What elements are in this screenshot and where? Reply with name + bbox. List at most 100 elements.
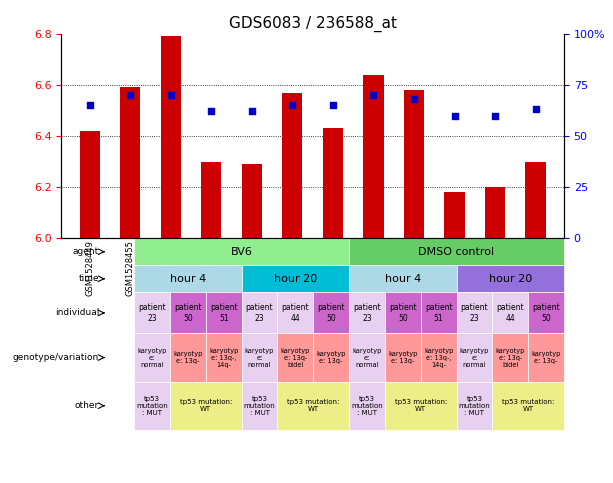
FancyBboxPatch shape [134, 292, 170, 333]
Text: hour 20: hour 20 [274, 274, 317, 284]
Text: tp53 mutation:
WT: tp53 mutation: WT [287, 399, 340, 412]
Text: tp53
mutation
: MUT: tp53 mutation : MUT [459, 396, 490, 416]
Bar [242, 164, 262, 238]
Text: karyotyp
e: 13q-
bidel: karyotyp e: 13q- bidel [281, 348, 310, 368]
Bar [485, 187, 505, 238]
FancyBboxPatch shape [349, 265, 457, 292]
Text: DMSO control: DMSO control [419, 247, 495, 257]
Text: karyotyp
e: 13q-,
14q-: karyotyp e: 13q-, 14q- [209, 348, 238, 368]
FancyBboxPatch shape [206, 333, 242, 382]
Title: GDS6083 / 236588_at: GDS6083 / 236588_at [229, 16, 397, 32]
Bar [282, 93, 302, 238]
FancyBboxPatch shape [242, 265, 349, 292]
Text: patient
23: patient 23 [353, 303, 381, 323]
Text: agent: agent [73, 247, 99, 256]
Text: karyotyp
e: 13q-: karyotyp e: 13q- [316, 351, 346, 364]
Text: patient
23: patient 23 [139, 303, 166, 323]
Bar [444, 192, 465, 238]
Point [368, 91, 378, 99]
FancyBboxPatch shape [457, 265, 564, 292]
Text: karyotyp
e:
normal: karyotyp e: normal [352, 348, 382, 368]
Text: patient
50: patient 50 [389, 303, 417, 323]
Text: patient
23: patient 23 [246, 303, 273, 323]
FancyBboxPatch shape [349, 333, 385, 382]
Bar [525, 162, 546, 238]
Text: tp53 mutation:
WT: tp53 mutation: WT [502, 399, 554, 412]
FancyBboxPatch shape [528, 333, 564, 382]
Text: karyotyp
e: 13q-: karyotyp e: 13q- [531, 351, 561, 364]
FancyBboxPatch shape [421, 292, 457, 333]
FancyBboxPatch shape [492, 292, 528, 333]
FancyBboxPatch shape [457, 333, 492, 382]
Text: karyotyp
e:
normal: karyotyp e: normal [137, 348, 167, 368]
FancyBboxPatch shape [385, 382, 457, 430]
Text: tp53 mutation:
WT: tp53 mutation: WT [180, 399, 232, 412]
Text: patient
50: patient 50 [318, 303, 345, 323]
FancyBboxPatch shape [421, 333, 457, 382]
Text: patient
51: patient 51 [425, 303, 452, 323]
Point [531, 106, 541, 114]
FancyBboxPatch shape [206, 292, 242, 333]
Text: patient
50: patient 50 [174, 303, 202, 323]
FancyBboxPatch shape [457, 292, 492, 333]
Point [207, 108, 216, 115]
Text: karyotyp
e: 13q-
bidel: karyotyp e: 13q- bidel [495, 348, 525, 368]
Text: karyotyp
e:
normal: karyotyp e: normal [460, 348, 489, 368]
Point [125, 91, 135, 99]
FancyBboxPatch shape [242, 292, 278, 333]
FancyBboxPatch shape [349, 292, 385, 333]
FancyBboxPatch shape [170, 292, 206, 333]
Point [449, 112, 459, 119]
FancyBboxPatch shape [313, 333, 349, 382]
FancyBboxPatch shape [170, 333, 206, 382]
FancyBboxPatch shape [457, 382, 492, 430]
FancyBboxPatch shape [313, 292, 349, 333]
Bar [80, 131, 100, 238]
FancyBboxPatch shape [492, 382, 564, 430]
Text: individual: individual [55, 308, 99, 317]
Text: genotype/variation: genotype/variation [13, 353, 99, 362]
FancyBboxPatch shape [134, 333, 170, 382]
FancyBboxPatch shape [134, 382, 170, 430]
FancyBboxPatch shape [349, 238, 564, 265]
Bar [404, 90, 424, 238]
Text: karyotyp
e:
normal: karyotyp e: normal [245, 348, 274, 368]
Bar [201, 162, 221, 238]
Text: patient
44: patient 44 [281, 303, 309, 323]
Point [490, 112, 500, 119]
Text: tp53
mutation
: MUT: tp53 mutation : MUT [136, 396, 168, 416]
Text: hour 4: hour 4 [385, 274, 421, 284]
Bar [323, 128, 343, 238]
FancyBboxPatch shape [242, 382, 278, 430]
Text: karyotyp
e: 13q-: karyotyp e: 13q- [173, 351, 202, 364]
Text: tp53
mutation
: MUT: tp53 mutation : MUT [243, 396, 275, 416]
Text: patient
50: patient 50 [532, 303, 560, 323]
Text: patient
44: patient 44 [497, 303, 524, 323]
Point [85, 101, 94, 109]
Text: hour 4: hour 4 [170, 274, 206, 284]
Text: patient
23: patient 23 [460, 303, 488, 323]
Point [409, 95, 419, 103]
Point [166, 91, 176, 99]
FancyBboxPatch shape [385, 333, 421, 382]
Text: karyotyp
e: 13q-,
14q-: karyotyp e: 13q-, 14q- [424, 348, 453, 368]
FancyBboxPatch shape [134, 265, 242, 292]
Point [247, 108, 257, 115]
Bar [120, 87, 140, 238]
Text: karyotyp
e: 13q-: karyotyp e: 13q- [388, 351, 417, 364]
FancyBboxPatch shape [134, 238, 349, 265]
FancyBboxPatch shape [492, 333, 528, 382]
Text: tp53 mutation:
WT: tp53 mutation: WT [395, 399, 447, 412]
Point [287, 101, 297, 109]
FancyBboxPatch shape [170, 382, 242, 430]
FancyBboxPatch shape [278, 382, 349, 430]
FancyBboxPatch shape [242, 333, 278, 382]
FancyBboxPatch shape [278, 333, 313, 382]
Text: time: time [78, 274, 99, 284]
FancyBboxPatch shape [385, 292, 421, 333]
Bar [364, 75, 384, 238]
Text: other: other [75, 401, 99, 410]
Text: tp53
mutation
: MUT: tp53 mutation : MUT [351, 396, 383, 416]
FancyBboxPatch shape [528, 292, 564, 333]
Text: BV6: BV6 [230, 247, 253, 257]
